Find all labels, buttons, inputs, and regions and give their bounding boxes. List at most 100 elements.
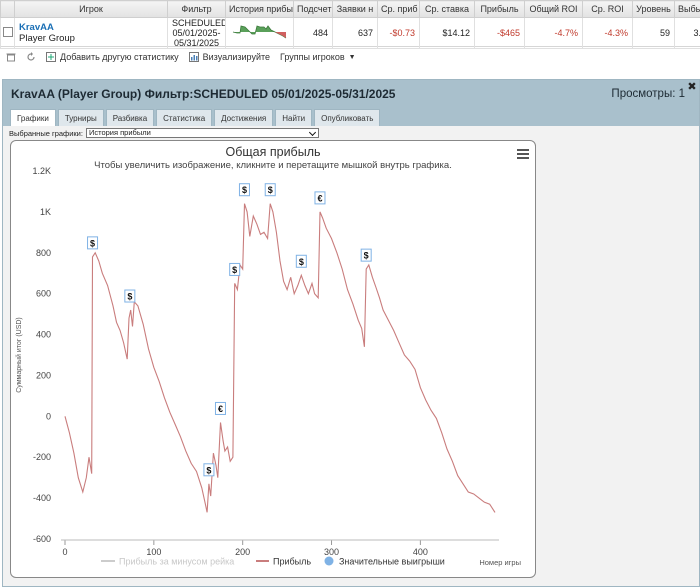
add-stat-label: Добавить другую статистику [60,52,179,62]
x-tick-label: 200 [235,547,250,557]
column-header-profit-history[interactable]: История прибыли [225,0,294,18]
significant-win-label: $ [364,251,369,261]
grid-toolbar: Добавить другую статистику Визуализируйт… [0,48,700,66]
profit-sparkline[interactable] [225,17,294,49]
dropdown-arrow-icon: ▼ [348,53,356,61]
avg-roi-cell: -4.3% [582,17,633,49]
significant-win-label: $ [299,257,304,267]
select-all-checkbox-header[interactable] [0,0,15,18]
significant-win-marker [314,191,326,205]
significant-win-marker [203,463,215,477]
significant-win-marker [124,289,136,303]
close-icon[interactable]: ✖ [687,81,697,93]
chart-plot: 1.2K 1K 800 600 400 200 0 -200 -400 -600 0 100 200 30… [15,166,521,567]
player-stats-window: KravAA (Player Group) Фильтр:SCHEDULED 0… [2,79,700,587]
y-tick-label: 800 [36,248,51,258]
delete-icon[interactable] [6,52,16,62]
add-stat-button[interactable]: Добавить другую статистику [46,52,179,62]
significant-win-marker [295,254,307,268]
filter-date-from: 05/01/2025- [172,28,221,38]
tab-breakdown[interactable]: Разбивка [105,109,155,126]
y-tick-label: 0 [46,411,51,421]
entries-cell: 637 [332,17,378,49]
y-tick-label: 200 [36,370,51,380]
player-groups-label: Группы игроков [280,52,345,62]
filter-date-to: 05/31/2025 [173,38,220,48]
significant-win-label: $ [268,185,273,195]
tab-tournaments[interactable]: Турниры [57,109,104,126]
chart-type-select[interactable]: История прибыли [85,128,319,138]
tab-achievements[interactable]: Достижения [214,109,274,126]
x-axis-title: Номер игры [479,558,521,567]
significant-win-label: € [317,193,322,203]
tab-publish[interactable]: Опубликовать [314,109,381,126]
significant-win-label: $ [127,292,132,302]
total-roi-cell: -4.7% [524,17,583,49]
profit-series-line [64,203,496,513]
profit-cell: -$465 [474,17,525,49]
count-cell: 484 [293,17,333,49]
chart-menu-icon[interactable] [517,149,529,159]
window-tabs: Графики Турниры Разбивка Статистика Дост… [3,107,699,126]
window-title: KravAA (Player Group) Фильтр:SCHEDULED 0… [11,86,396,101]
filter-type: SCHEDULED [172,18,226,29]
filter-cell: SCHEDULED 05/01/2025- 05/31/2025 [167,17,226,49]
column-header-filter[interactable]: Фильтр [167,0,226,18]
views-count: Просмотры: 1 [611,87,685,100]
significant-win-label: $ [242,185,247,195]
column-header-total-roi[interactable]: Общий ROI [524,0,583,18]
x-tick-label: 100 [146,547,161,557]
column-header-count[interactable]: Подсчет [293,0,333,18]
player-groups-dropdown[interactable]: Группы игроков ▼ [280,52,356,62]
legend-label-wins: Значительные выигрыши [339,557,445,567]
significant-win-marker [360,248,372,262]
y-tick-label: 400 [36,330,51,340]
refresh-icon[interactable] [26,52,36,62]
column-header-profit[interactable]: Прибыль [474,0,525,18]
y-tick-label: 1.2K [32,166,51,176]
column-header-entries[interactable]: Заявки н [332,0,378,18]
y-tick-label: -400 [33,493,51,503]
selected-charts-label: Выбранные графики: [9,128,83,138]
avg-profit-cell: -$0.73 [377,17,420,49]
player-group-label: Player Group [19,33,75,44]
significant-win-label: $ [90,238,95,248]
column-header-level[interactable]: Уровень [632,0,675,18]
legend-swatch-wins [324,556,334,566]
legend-label-rake: Прибыль за минусом рейка [119,557,234,567]
visualize-button[interactable]: Визуализируйте [188,52,270,62]
x-tick-label: 0 [62,547,67,557]
column-header-avg-roi[interactable]: Ср. ROI [582,0,633,18]
significant-win-label: € [218,404,223,414]
level-cell: 59 [632,17,675,49]
profit-chart[interactable]: Общая прибыль Чтобы увеличить изображени… [10,140,536,578]
significant-win-label: $ [232,265,237,275]
column-header-player[interactable]: Игрок [14,0,168,18]
visualize-label: Визуализируйте [202,52,270,62]
chart-selector-row: Выбранные графики: История прибыли [9,128,319,138]
y-tick-label: 1K [40,207,51,217]
y-axis-title: Суммарный итог (USD) [15,317,23,393]
tab-statistics[interactable]: Статистика [156,109,213,126]
player-cell: KravAA Player Group [14,17,168,49]
significant-win-marker [264,183,276,197]
column-header-early-out[interactable]: Выбыл ран [674,0,700,18]
table-row[interactable]: KravAA Player Group SCHEDULED 05/01/2025… [0,17,700,49]
stats-grid: Игрок Фильтр История прибыли Подсчет Зая… [0,0,700,49]
y-tick-label: -600 [33,534,51,544]
column-header-avg-profit[interactable]: Ср. приб [377,0,420,18]
significant-win-marker [87,236,99,250]
row-checkbox[interactable] [0,17,15,49]
significant-win-marker [238,183,250,197]
early-out-cell: 3.8% [674,17,700,49]
add-column-icon [46,52,56,62]
y-tick-label: 600 [36,289,51,299]
tab-charts[interactable]: Графики [10,109,56,126]
window-header[interactable]: KravAA (Player Group) Фильтр:SCHEDULED 0… [3,80,699,107]
y-tick-label: -200 [33,452,51,462]
tab-find[interactable]: Найти [275,109,313,126]
column-header-avg-stake[interactable]: Ср. ставка [419,0,475,18]
chart-icon [188,52,199,62]
player-name-link[interactable]: KravAA [19,22,54,33]
avg-stake-cell: $14.12 [419,17,475,49]
